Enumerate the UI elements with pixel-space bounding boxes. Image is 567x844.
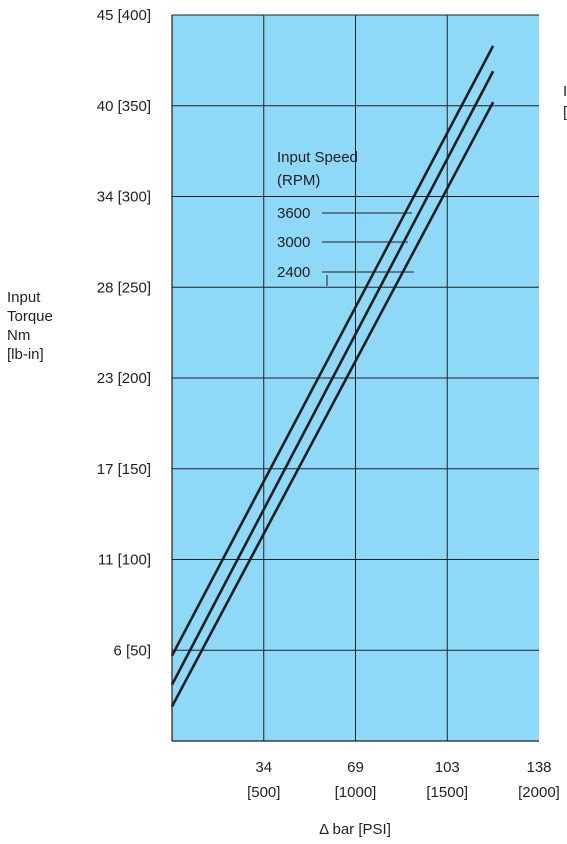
series-line-3000 (170, 70, 495, 686)
legend-title: Input Speed (277, 149, 358, 166)
y-tick-label: 6 [50] (113, 642, 151, 659)
legend-label-2400: 2400 (277, 264, 310, 281)
legend-subtitle: (RPM) (277, 172, 320, 189)
edge-label-2: [ (563, 104, 567, 121)
x-tick-label: 103 (435, 759, 460, 776)
grid-lines (171, 14, 539, 742)
legend-label-3000: 3000 (277, 234, 310, 251)
legend: Input Speed (RPM) 3600 3000 2400 (277, 149, 414, 286)
y-axis-label: Input Torque Nm [lb-in] (7, 289, 53, 363)
y-tick-label: 11 [100] (98, 552, 151, 569)
x-tick-label-psi: [2000] (518, 784, 560, 801)
y-tick-label: 17 [150] (97, 461, 151, 478)
y-tick-label: 23 [200] (97, 370, 151, 387)
edge-label-1: I (563, 83, 567, 100)
x-tick-labels: 34 [500] 69 [1000] 103 [1500] 138 [2000] (247, 759, 560, 801)
x-axis-label: Δ bar [PSI] (319, 821, 391, 838)
y-tick-label: 40 [350] (97, 98, 151, 115)
y-axis-label-line: Torque (7, 308, 53, 325)
x-tick-label-psi: [1500] (426, 784, 468, 801)
x-tick-label-psi: [1000] (335, 784, 377, 801)
series-line-3600 (170, 45, 495, 657)
y-tick-label: 28 [250] (97, 279, 151, 296)
x-tick-label: 69 (347, 759, 364, 776)
x-tick-label: 138 (526, 759, 551, 776)
x-tick-label-psi: [500] (247, 784, 280, 801)
y-tick-label: 45 [400] (97, 7, 151, 24)
series-line-2400 (170, 101, 495, 708)
x-tick-label: 34 (255, 759, 272, 776)
y-axis-label-line: Input (7, 289, 41, 306)
legend-label-3600: 3600 (277, 205, 310, 222)
series-lines (170, 45, 495, 708)
y-tick-labels: 6 [50] 11 [100] 17 [150] 23 [200] 28 [250] 34… (97, 7, 151, 659)
y-tick-label: 34 [300] (97, 189, 151, 206)
y-axis-label-line: Nm (7, 327, 30, 344)
y-axis-label-line: [lb-in] (7, 346, 44, 363)
